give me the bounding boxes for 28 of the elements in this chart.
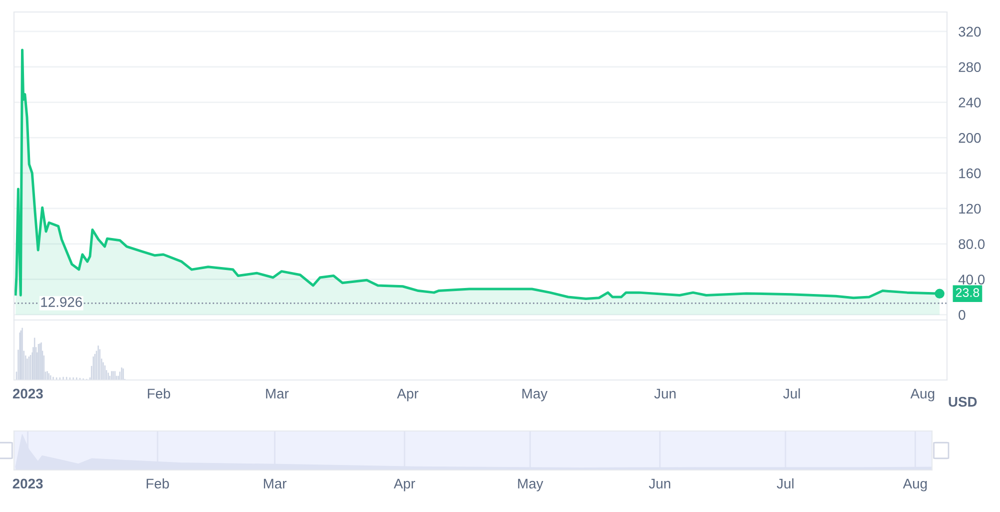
x-tick-label: 2023	[12, 388, 43, 399]
ref-line-label: 12.926	[41, 297, 82, 307]
y-tick-label: 200	[958, 133, 981, 143]
y-tick-label: 120	[959, 204, 981, 214]
x-tick-label: Jul	[776, 478, 794, 489]
x-tick-label: May	[518, 478, 544, 492]
y-tick-label: 240	[958, 98, 981, 108]
x-tick-label: May	[522, 388, 548, 402]
x-tick-label: Jun	[648, 478, 670, 489]
x-tick-label: Mar	[264, 478, 286, 489]
y-axis-title: USD	[948, 396, 977, 407]
y-tick-label: 0	[958, 310, 966, 320]
y-tick-label: 280	[958, 62, 981, 72]
x-tick-label: Apr	[397, 388, 418, 402]
x-tick-label: Jun	[654, 388, 676, 399]
x-tick-label: Mar	[266, 388, 289, 399]
x-tick-label: Aug	[910, 388, 934, 402]
x-tick-label: Apr	[394, 478, 416, 492]
x-tick-label: Feb	[148, 388, 170, 399]
y-tick-label: 40.0	[958, 274, 985, 284]
x-tick-label: 2023	[12, 478, 43, 489]
y-tick-label: 320	[958, 26, 981, 37]
x-tick-label: Aug	[902, 478, 927, 492]
x-tick-label: Feb	[146, 478, 169, 489]
x-tick-label: Jul	[783, 388, 800, 399]
annotation: 23.8	[956, 288, 980, 297]
y-tick-label: 160	[959, 168, 981, 178]
y-tick-label: 80.0	[958, 239, 985, 250]
